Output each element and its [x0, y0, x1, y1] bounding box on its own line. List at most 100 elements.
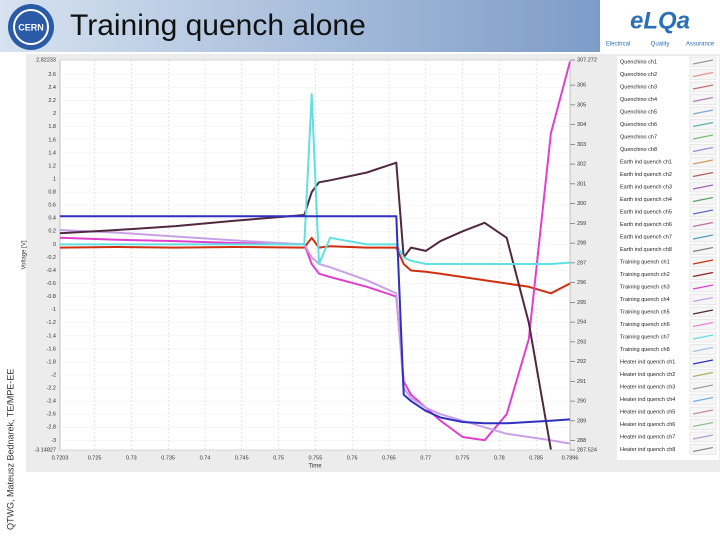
- legend-label: Quenchino ch3: [620, 84, 657, 90]
- x-tick-label: 0.76: [347, 455, 358, 461]
- author-note: QTWG, Mateusz Bednarek, TE/MPE-EE: [5, 369, 15, 530]
- legend-swatch-line: [692, 409, 714, 415]
- legend-swatch-line: [692, 384, 714, 390]
- y-tick-label: -2.4: [47, 399, 56, 405]
- legend-label: Earth ind quench ch6: [620, 222, 672, 228]
- y-tick-label: 1.2: [48, 163, 56, 169]
- y-tick-label: -1.8: [47, 359, 56, 365]
- y2-tick-label: 287.524: [577, 447, 597, 453]
- legend-label: Heater ind quench ch6: [620, 422, 675, 428]
- y2-tick-label: 292: [577, 359, 586, 365]
- y2-tick-label: 295: [577, 300, 586, 306]
- legend-swatch-line: [692, 71, 714, 78]
- legend-swatch-line: [692, 146, 714, 153]
- y2-tick-label: 296: [577, 280, 586, 286]
- y2-tick-label: 305: [577, 102, 586, 108]
- y2-tick-label: 288: [577, 438, 586, 444]
- legend-swatch-line: [692, 84, 714, 90]
- y-tick-label: -0.2: [47, 255, 56, 261]
- y2-tick-label: 304: [577, 122, 586, 128]
- legend-label: Heater ind quench ch4: [620, 397, 675, 403]
- x-tick-label: 0.78: [494, 455, 505, 461]
- y-tick-label: 0.2: [48, 229, 56, 235]
- series-line: [59, 229, 571, 445]
- x-tick-label: 0.745: [235, 455, 249, 461]
- legend-swatch-line: [692, 334, 714, 340]
- y-tick-label: 0.4: [48, 216, 56, 222]
- x-axis-label: Time: [308, 464, 322, 470]
- legend-swatch-line: [692, 121, 714, 128]
- legend-label: Training quench ch4: [620, 297, 670, 303]
- legend-label: Earth ind quench ch3: [620, 184, 672, 190]
- legend-label: Training quench ch1: [620, 259, 670, 265]
- legend-label: Heater ind quench ch7: [620, 434, 675, 440]
- legend-label: Earth ind quench ch5: [620, 209, 672, 215]
- y-tick-label: 2.82233: [36, 57, 56, 63]
- x-tick-label: 0.725: [88, 455, 102, 461]
- y-tick-label: -2: [51, 372, 56, 378]
- y2-tick-label: 301: [577, 181, 586, 187]
- logo-box: [602, 2, 718, 50]
- y-tick-label: -0.4: [47, 268, 56, 274]
- legend-swatch-line: [692, 359, 714, 365]
- y-tick-label: 1.4: [48, 150, 56, 156]
- legend-label: Quenchino ch6: [620, 122, 657, 128]
- legend-swatch-line: [692, 109, 714, 115]
- x-tick-label: 0.735: [161, 455, 175, 461]
- legend-label: Quenchino ch7: [620, 134, 657, 140]
- legend-label: Quenchino ch5: [620, 109, 657, 115]
- legend-swatch-line: [692, 96, 714, 103]
- legend-swatch-line: [692, 321, 714, 328]
- y2-tick-label: 289: [577, 418, 586, 424]
- x-tick-label: 0.7896: [562, 455, 579, 461]
- legend-swatch-line: [692, 346, 714, 353]
- y-tick-label: -0.8: [47, 294, 56, 300]
- legend-label: Earth ind quench ch4: [620, 197, 672, 203]
- legend-swatch-line: [692, 259, 714, 265]
- logo-ring: [13, 9, 49, 45]
- legend-label: Heater ind quench ch8: [620, 447, 675, 453]
- series-line: [60, 215, 571, 425]
- legend-swatch-line: [692, 434, 714, 440]
- cern-logo: CERN: [8, 4, 54, 50]
- legend-swatch-line: [692, 184, 714, 190]
- y2-tick-label: 300: [577, 201, 586, 207]
- legend-swatch-line: [692, 221, 714, 228]
- legend-swatch-line: [692, 209, 714, 215]
- legend-label: Earth ind quench ch1: [620, 159, 672, 165]
- legend-label: Quenchino ch4: [620, 97, 657, 103]
- y-tick-label: -2.8: [47, 425, 56, 431]
- x-tick-label: 0.765: [382, 455, 396, 461]
- legend-swatch-line: [692, 296, 714, 303]
- legend-swatch-line: [692, 396, 714, 403]
- legend-swatch-line: [692, 159, 714, 165]
- y-tick-label: -2.2: [47, 386, 56, 392]
- y2-tick-label: 299: [577, 221, 586, 227]
- series-line: [60, 93, 571, 265]
- x-tick-label: 0.74: [200, 455, 211, 461]
- legend-label: Heater ind quench ch5: [620, 409, 675, 415]
- y-tick-label: 2.2: [48, 98, 56, 104]
- legend-swatch-line: [692, 59, 714, 65]
- y2-tick-label: 290: [577, 399, 586, 405]
- legend-label: Earth ind quench ch2: [620, 172, 672, 178]
- y2-tick-label: 294: [577, 320, 586, 326]
- y-tick-label: 2: [53, 111, 56, 117]
- legend-label: Heater ind quench ch2: [620, 372, 675, 378]
- y-tick-label: -1: [51, 307, 56, 313]
- legend-swatch-line: [692, 284, 714, 290]
- legend-swatch-line: [692, 246, 714, 253]
- y-tick-label: 0.6: [48, 203, 56, 209]
- y2-tick-label: 302: [577, 162, 586, 168]
- y-tick-label: 1.6: [48, 137, 56, 143]
- y-tick-label: -3.14827: [34, 447, 56, 453]
- y-tick-label: 1.8: [48, 124, 56, 130]
- legend-swatch-line: [692, 271, 714, 278]
- y2-tick-label: 303: [577, 142, 586, 148]
- logo-word: Assurance: [686, 42, 715, 48]
- legend-label: Training quench ch6: [620, 322, 670, 328]
- legend-swatch-line: [692, 371, 714, 378]
- y-tick-label: -1.2: [47, 320, 56, 326]
- legend-label: Training quench ch5: [620, 309, 670, 315]
